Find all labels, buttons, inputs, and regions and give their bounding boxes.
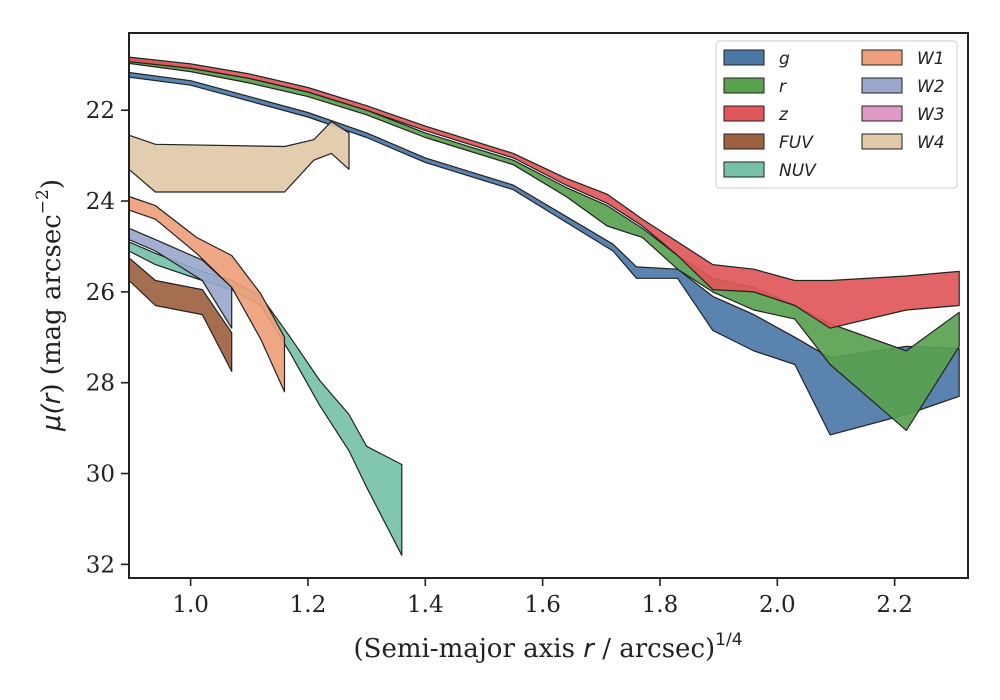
legend-swatch-w2 (861, 77, 903, 94)
y-tick-label: 22 (86, 98, 115, 124)
y-axis-label: μ(r) (mag arcsec−2) (33, 179, 67, 432)
x-tick-label: 1.4 (407, 592, 444, 618)
x-label-prefix: (Semi-major axis (353, 634, 583, 664)
area-w1 (128, 195, 286, 393)
area-r (128, 58, 960, 431)
area-fuv (128, 257, 233, 372)
legend-swatch-w3 (861, 105, 903, 122)
y-tick-label: 24 (86, 189, 115, 215)
x-tick-label: 2.2 (876, 592, 913, 618)
y-label-post: ) (mag arcsec (37, 214, 67, 393)
axis-ticks: 1.0 1.2 1.4 1.6 1.8 2.0 2.2 22 24 26 28 30 32 (86, 98, 913, 618)
y-label-close: ) (37, 179, 67, 189)
legend-swatch-w4 (861, 133, 903, 150)
legend-label-r: r (779, 77, 787, 97)
x-axis-label: (Semi-major axis r / arcsec)1/4 (353, 630, 742, 664)
area-z (128, 56, 960, 329)
y-tick-label: 30 (86, 462, 115, 488)
y-label-sup: −2 (33, 189, 53, 214)
legend-swatch-w1 (861, 49, 903, 66)
x-tick-label: 1.8 (642, 592, 679, 618)
y-label-pre: μ( (37, 402, 67, 432)
x-tick-label: 1.6 (524, 592, 561, 618)
legend-label-z: z (778, 105, 789, 125)
area-g (128, 71, 960, 436)
legend-label-nuv: NUV (779, 161, 817, 181)
area-w4 (128, 120, 350, 193)
legend-swatch-z (723, 105, 765, 122)
y-tick-label: 28 (86, 371, 115, 397)
legend-label-w2: W2 (917, 77, 945, 97)
x-tick-label: 2.0 (759, 592, 796, 618)
legend-swatch-fuv (723, 133, 765, 150)
x-label-suffix: / arcsec) (594, 634, 715, 664)
legend-label-fuv: FUV (779, 133, 814, 153)
series-areas (128, 56, 960, 556)
plot-frame (128, 32, 969, 579)
area-w2 (128, 227, 233, 329)
x-tick-label: 1.0 (172, 592, 209, 618)
y-tick-label: 26 (86, 280, 115, 306)
legend-label-g: g (779, 49, 790, 69)
legend-label-w1: W1 (917, 49, 945, 69)
legend: grz FUV NUV W1 W2 W3 W4 (715, 40, 958, 189)
legend-label-w3: W3 (917, 105, 945, 125)
legend-swatch-r (723, 77, 765, 94)
legend-swatch-nuv (723, 161, 765, 178)
x-label-var: r (583, 634, 596, 664)
y-tick-label: 32 (86, 552, 115, 578)
legend-swatch-g (723, 49, 765, 66)
legend-label-w4: W4 (917, 133, 945, 153)
x-label-sup: 1/4 (715, 630, 742, 650)
y-label-var: r (37, 391, 67, 404)
x-tick-label: 1.2 (290, 592, 327, 618)
